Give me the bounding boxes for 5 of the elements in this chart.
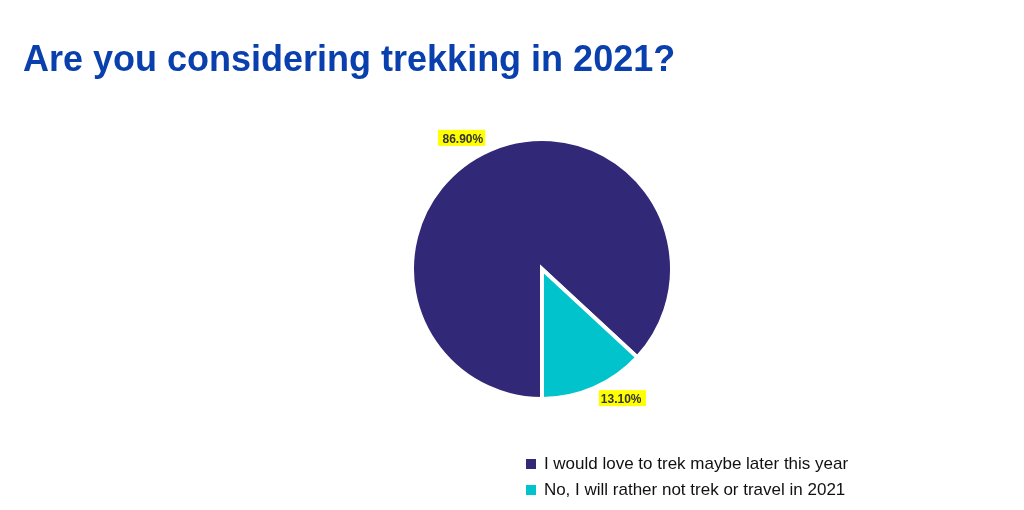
chart-title: Are you considering trekking in 2021? [23,38,676,80]
data-label: 86.90% [442,131,484,146]
legend-label: No, I will rather not trek or travel in 2021 [542,480,847,500]
data-label: 13.10% [600,392,642,407]
legend-label: I would love to trek maybe later this year [542,454,849,474]
